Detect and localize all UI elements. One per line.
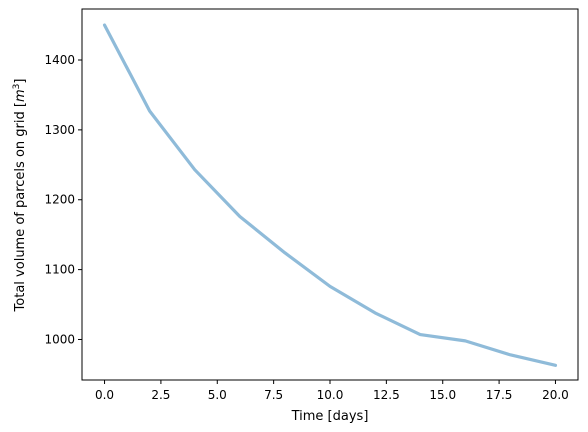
- y-axis-label-prefix: Total volume of parcels on grid [: [13, 102, 28, 312]
- x-tick-label: 5.0: [208, 388, 227, 402]
- x-tick-label: 10.0: [317, 388, 344, 402]
- series-layer: [102, 23, 558, 367]
- plot-background: [82, 9, 578, 380]
- y-axis-ticks: 1000 1100 1200 1300 1400: [44, 53, 82, 346]
- x-tick-label: 17.5: [486, 388, 513, 402]
- y-axis-label-unit: m: [13, 89, 28, 102]
- x-axis-ticks: 0.0 2.5 5.0 7.5 10.0 12.5 15.0 17.5 20.0: [95, 380, 569, 402]
- y-axis-label-exponent: 3: [12, 84, 22, 90]
- x-tick-label: 20.0: [542, 388, 569, 402]
- x-tick-label: 15.0: [429, 388, 456, 402]
- y-tick-label: 1300: [44, 123, 75, 137]
- y-tick-label: 1000: [44, 332, 75, 346]
- x-tick-label: 0.0: [95, 388, 114, 402]
- y-tick-label: 1200: [44, 193, 75, 207]
- x-tick-label: 12.5: [373, 388, 400, 402]
- y-axis-label: Total volume of parcels on grid [m3]: [12, 79, 28, 313]
- y-tick-label: 1400: [44, 53, 75, 67]
- x-tick-label: 7.5: [264, 388, 283, 402]
- y-axis-label-suffix: ]: [13, 79, 28, 84]
- y-tick-label: 1100: [44, 263, 75, 277]
- x-tick-label: 2.5: [151, 388, 170, 402]
- series-line: [102, 23, 558, 367]
- x-axis-label: Time [days]: [291, 409, 369, 424]
